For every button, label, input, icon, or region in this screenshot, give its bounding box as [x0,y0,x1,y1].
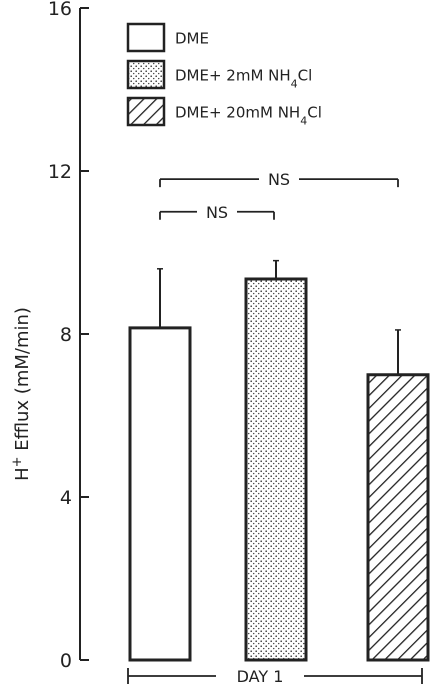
y-axis-label: H+ Efflux (mM/min) [10,307,34,481]
legend-label-part: Cl [298,67,313,85]
bars-group [128,259,430,662]
y-axis-label-part: Efflux (mM/min) [12,307,33,456]
annotations-group: NS NS [159,170,399,222]
legend-label-sub: 4 [291,77,298,90]
legend-label-part: DME+ 20mM NH [175,104,300,122]
legend-swatch [126,96,166,127]
y-axis-label-part: H [12,467,33,481]
bar [366,373,430,662]
y-tick-label: 0 [60,650,72,672]
significance-label: NS [206,203,228,222]
legend-label: DME+ 20mM NH4Cl [175,104,322,128]
significance-label: NS [268,170,290,189]
y-tick-label: 12 [48,161,72,183]
legend-label-part: DME+ 2mM NH [175,67,291,85]
legend-label-sub: 4 [300,114,307,127]
y-axis: 0 4 8 12 16 H+ Efflux (mM/min) [10,0,89,672]
y-tick-label: 4 [60,487,72,509]
bar [244,277,308,662]
legend-swatch [126,59,166,90]
bar [128,326,192,662]
y-axis-label-sup: + [10,456,25,467]
y-tick-label: 8 [60,324,72,346]
y-tick-label: 16 [48,0,72,20]
legend-label-part: DME [175,30,209,48]
x-axis-label: DAY 1 [237,667,284,686]
x-axis: DAY 1 [127,667,423,686]
legend-swatch [126,22,166,53]
legend-label-part: Cl [307,104,322,122]
legend-label: DME+ 2mM NH4Cl [175,67,312,91]
legend-label: DME [175,30,209,48]
